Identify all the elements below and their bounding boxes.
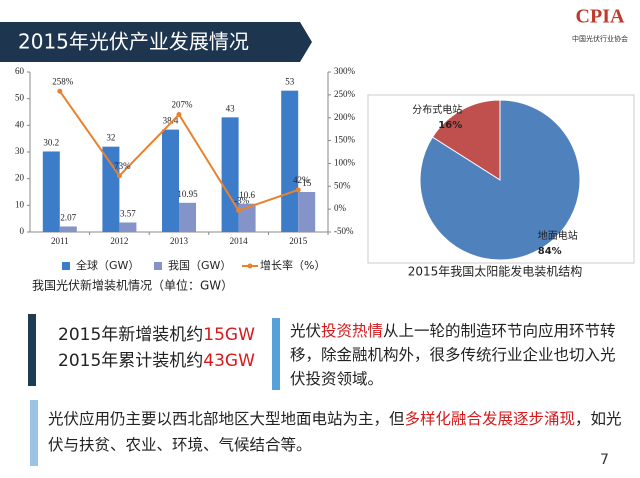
x-tick-label: 2014	[230, 236, 249, 246]
y-tick-label: 30	[15, 146, 25, 156]
highlight: 15GW	[203, 325, 255, 345]
growth-value-label: 73%	[114, 161, 131, 171]
x-tick-label: 2012	[110, 236, 128, 246]
bar	[238, 203, 256, 232]
bar-value-label: 43	[226, 103, 236, 113]
growth-marker	[57, 88, 63, 94]
bar	[119, 222, 137, 232]
text: 光伏应用仍主要以西北部地区大型地面电站为主，但	[48, 410, 405, 428]
bar	[42, 151, 60, 232]
bar-value-label: 3.57	[120, 209, 136, 219]
highlight: 多样化融合发展逐步涌现	[404, 410, 576, 428]
bar-value-label: 10.95	[177, 189, 198, 199]
legend-label: 增长率（%）	[260, 258, 325, 272]
bar-value-label: 2.07	[60, 213, 76, 223]
box-bar	[28, 314, 36, 386]
growth-value-label: 42%	[293, 175, 310, 185]
legend-marker	[247, 263, 253, 269]
y2-tick-label: 150%	[334, 135, 356, 145]
growth-marker	[176, 112, 182, 118]
bar-value-label: 15	[302, 178, 312, 188]
x-tick-label: 2015	[289, 236, 308, 246]
highlight: 43GW	[203, 351, 255, 371]
text: ，如光伏与扶贫、农业、环境、气候结合等。	[48, 410, 622, 454]
growth-value-label: -3%	[234, 196, 249, 206]
text: 2015年累计装机约	[58, 351, 204, 371]
x-tick-label: 2011	[51, 236, 69, 246]
highlight: 投资热情	[321, 322, 384, 340]
pie-category-label: 地面电站	[538, 229, 578, 242]
text-box: 光伏应用仍主要以西北部地区大型地面电站为主，但多样化融合发展逐步涌现，如光伏与扶…	[30, 400, 622, 466]
y2-tick-label: 100%	[334, 157, 356, 167]
growth-marker	[116, 173, 122, 179]
growth-marker	[236, 208, 242, 214]
bar	[102, 146, 120, 232]
growth-marker	[295, 187, 301, 193]
pie-slice	[431, 99, 501, 181]
pie-slice	[419, 99, 581, 261]
box-bar	[30, 400, 38, 466]
y2-tick-label: -50%	[334, 226, 354, 236]
text: 从上一轮的制造环节向应用环节转移，除金融机构外，很多传统行业企业也切入光伏投资领…	[290, 322, 616, 388]
growth-value-label: 207%	[172, 100, 194, 110]
y-tick-label: 0	[20, 226, 25, 236]
text-box: 光伏投资热情从上一轮的制造环节向应用环节转移，除金融机构外，很多传统行业企业也切…	[272, 318, 622, 390]
bar	[59, 226, 77, 232]
line: 2015年新增装机约15GW	[58, 322, 256, 348]
y2-tick-label: 300%	[334, 66, 356, 76]
y2-tick-label: 250%	[334, 89, 356, 99]
bar-value-label: 10.6	[239, 190, 255, 200]
y-tick-label: 10	[15, 199, 25, 209]
bar	[281, 90, 299, 233]
legend-label: 我国（GW）	[168, 259, 231, 272]
bar-value-label: 30.2	[43, 138, 59, 148]
chart-caption: 2015年我国太阳能发电装机结构	[408, 264, 583, 279]
legend-label: 全球（GW）	[76, 258, 139, 272]
pie-frame	[367, 94, 635, 264]
box-bar	[272, 318, 280, 390]
legend-swatch	[154, 262, 162, 270]
text: 2015年新增装机约	[58, 325, 204, 345]
y2-tick-label: 0%	[334, 203, 347, 213]
bar-value-label: 32	[106, 133, 115, 143]
y-tick-label: 50	[15, 93, 25, 103]
pie-category-label: 分布式电站	[412, 103, 462, 116]
title-banner	[0, 22, 312, 62]
bar-value-label: 38.4	[163, 116, 179, 126]
bar	[221, 117, 239, 232]
line: 2015年累计装机约43GW	[58, 348, 256, 374]
text-box: 2015年新增装机约15GW 2015年累计装机约43GW	[28, 314, 256, 386]
text: 光伏	[290, 322, 322, 340]
logo: CPIA	[576, 6, 625, 28]
bar	[179, 202, 196, 232]
chart-caption: 我国光伏新增装机情况（单位：GW）	[32, 278, 233, 293]
x-tick-label: 2013	[170, 236, 189, 246]
y-tick-label: 20	[15, 173, 25, 183]
logo-org: 中国光伏行业协会	[572, 34, 628, 43]
page-number: 7	[600, 452, 609, 468]
bar	[162, 129, 179, 232]
y-tick-label: 60	[15, 66, 25, 76]
y2-tick-label: 50%	[334, 180, 351, 190]
bar	[298, 192, 316, 232]
pie-value-label: 16%	[438, 120, 462, 131]
pie-value-label: 84%	[538, 246, 562, 257]
legend-swatch	[62, 262, 70, 270]
growth-value-label: 258%	[52, 76, 74, 86]
bar-value-label: 53	[285, 77, 295, 87]
slide-title: 2015年光伏产业发展情况	[18, 30, 249, 54]
y2-tick-label: 200%	[334, 112, 356, 122]
y-tick-label: 40	[15, 119, 25, 129]
